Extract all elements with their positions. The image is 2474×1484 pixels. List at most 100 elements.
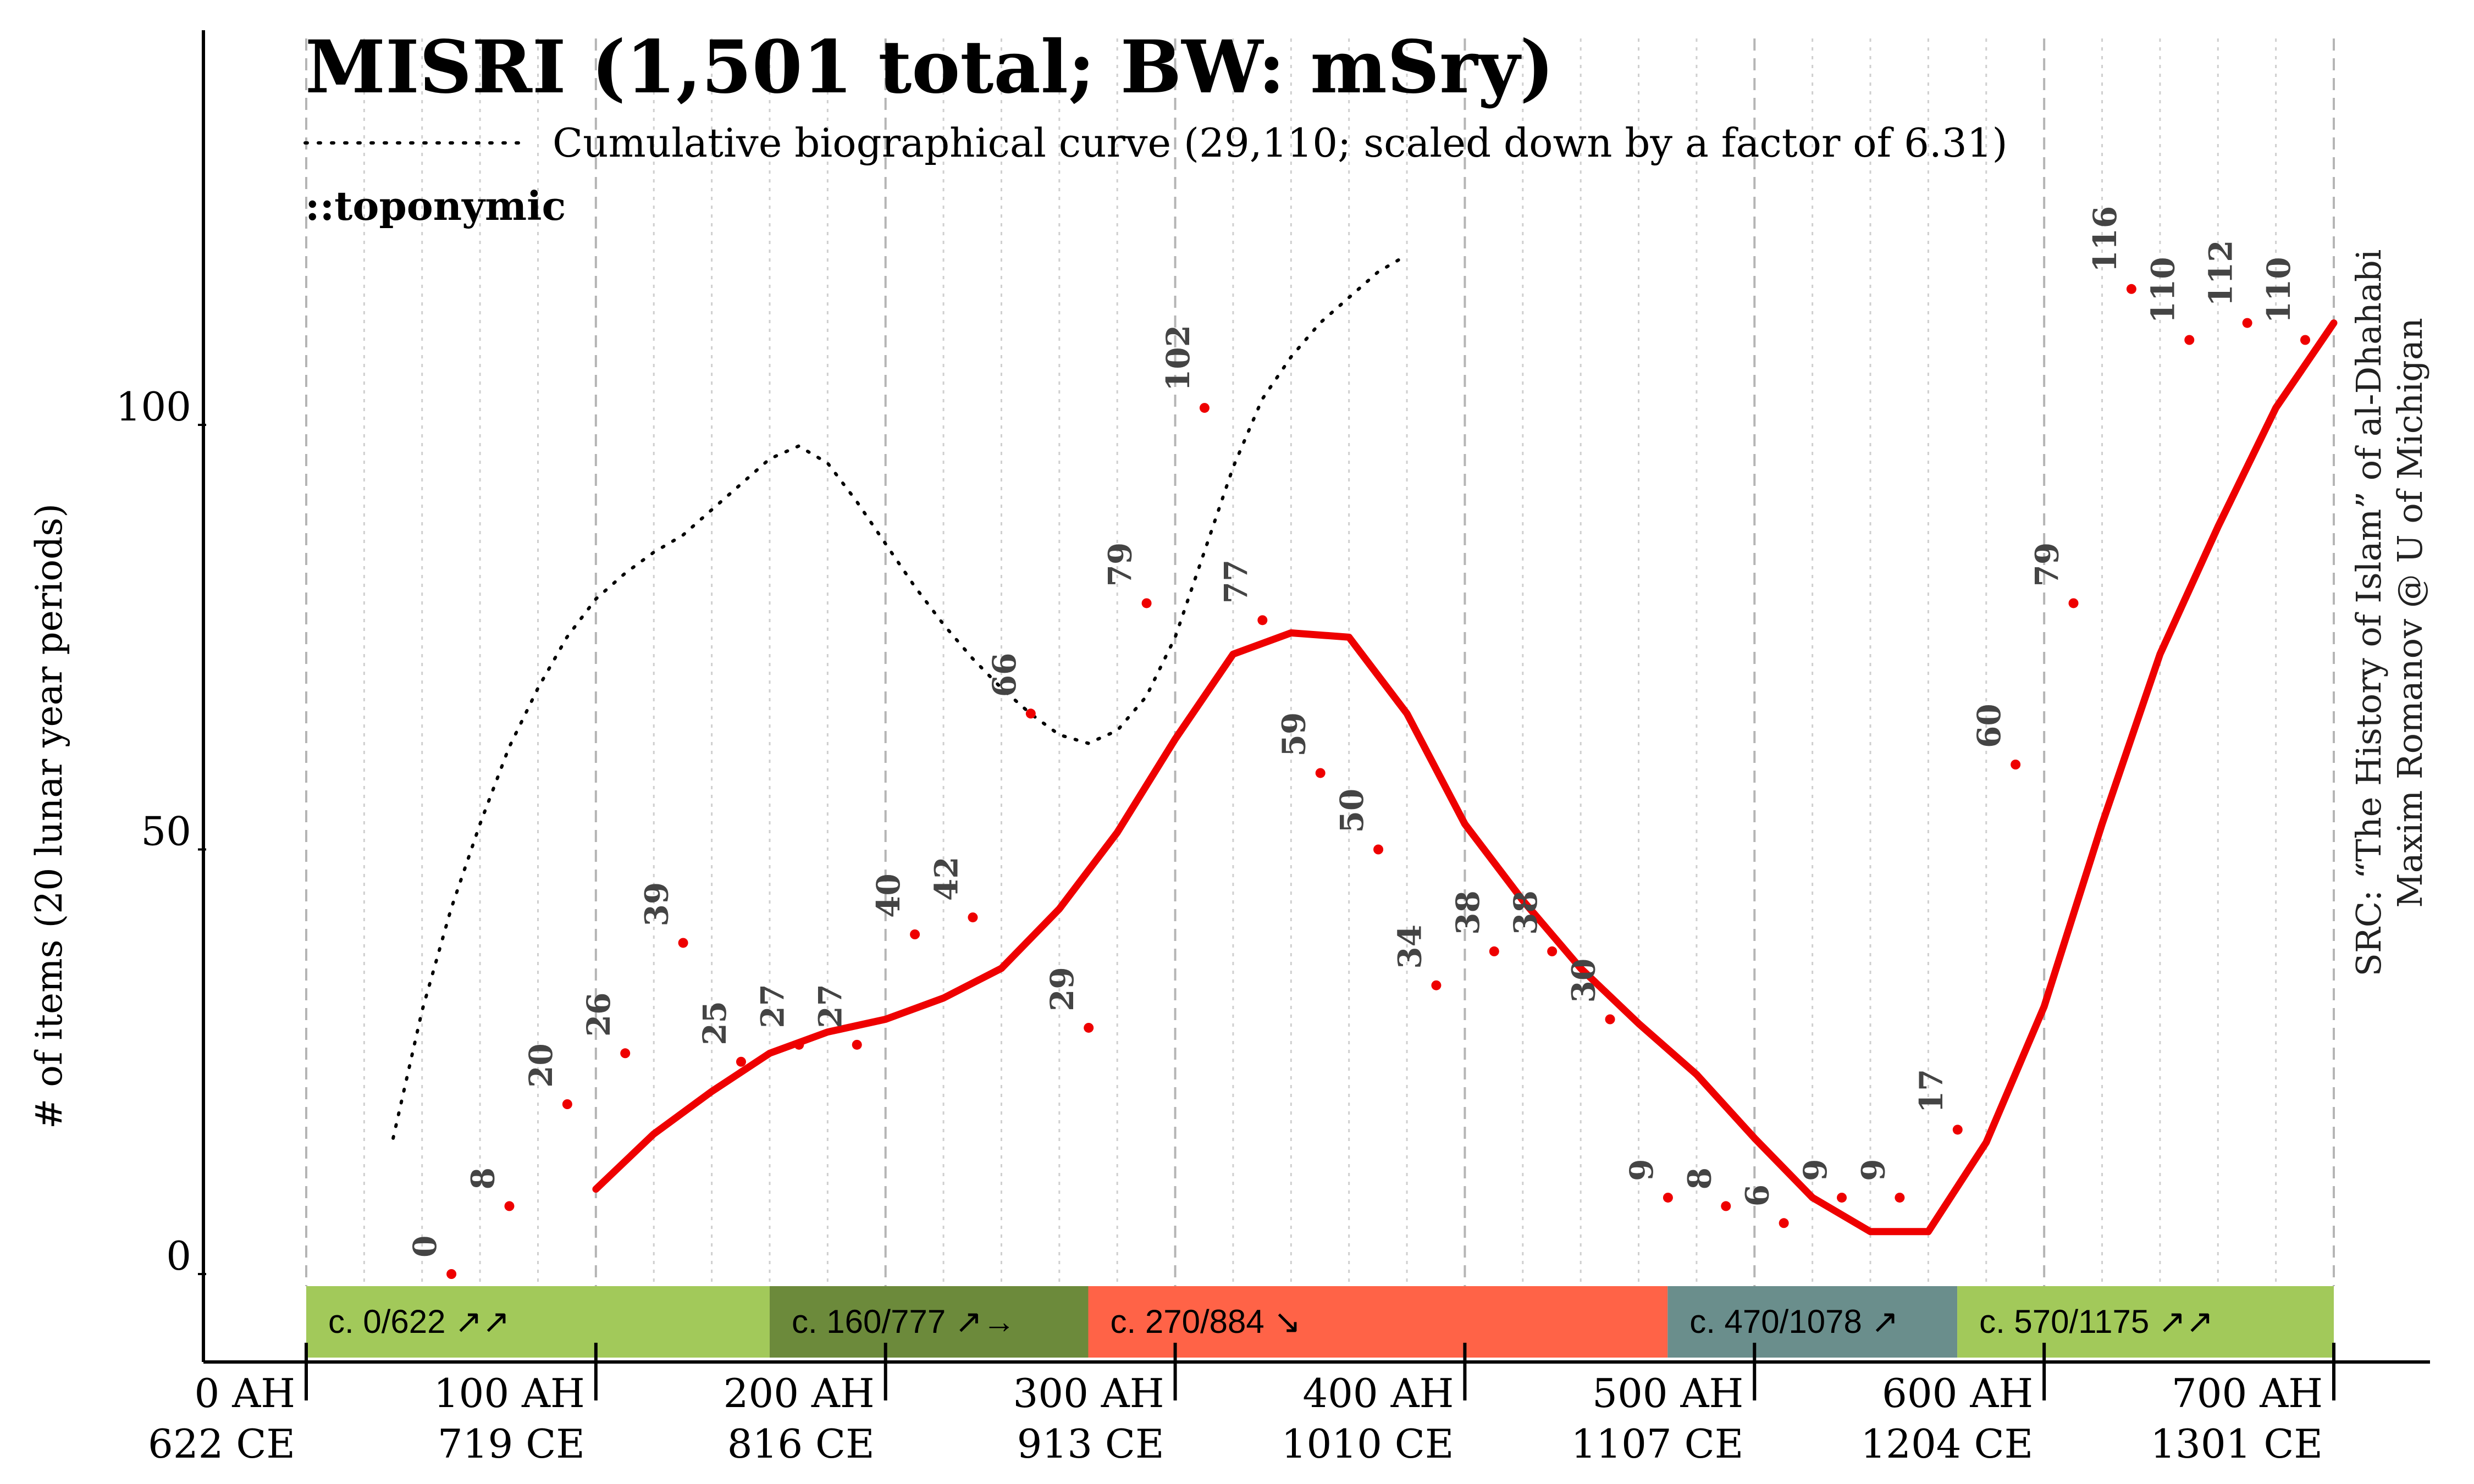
axes: 0 50 100 0 AH 622 CE 100 AH 719 CE 200 AH 816 CE… xyxy=(116,30,2430,1467)
data-label: 66 xyxy=(986,653,1023,697)
data-label: 29 xyxy=(1043,967,1081,1011)
x-tick-label-ah: 700 AH xyxy=(2172,1370,2323,1416)
x-tick-label-ah: 400 AH xyxy=(1302,1370,1454,1416)
data-point xyxy=(678,938,688,948)
period-band xyxy=(1667,1286,1958,1358)
y-axis-label: # of items (20 lunar year periods) xyxy=(28,503,70,1129)
grid-lines xyxy=(305,38,2335,1286)
data-label: 112 xyxy=(2202,240,2240,307)
x-tick-label-ah: 0 AH xyxy=(195,1370,295,1416)
legend-label: Cumulative biographical curve (29,110; s… xyxy=(553,120,2008,166)
data-point xyxy=(1779,1218,1789,1228)
data-label: 26 xyxy=(580,993,617,1037)
data-label: 8 xyxy=(1681,1167,1718,1189)
period-band xyxy=(769,1286,1089,1358)
period-band-label: c. 0/622 ↗↗ xyxy=(328,1303,510,1340)
data-point xyxy=(1431,980,1442,990)
data-label: 79 xyxy=(1102,542,1139,587)
x-tick-label-ce: 719 CE xyxy=(438,1421,585,1467)
period-band xyxy=(1957,1286,2334,1358)
data-label: 8 xyxy=(465,1167,502,1189)
source-line-2: Maxim Romanov @ U of Michigan xyxy=(2390,318,2430,908)
x-tick-label-ah: 200 AH xyxy=(724,1370,875,1416)
data-label: 27 xyxy=(754,984,791,1028)
data-point xyxy=(968,912,978,923)
data-label: 59 xyxy=(1275,712,1313,757)
data-point xyxy=(1547,946,1558,956)
data-label: 0 xyxy=(406,1236,444,1258)
period-band-label: c. 160/777 ↗→ xyxy=(792,1303,1015,1340)
period-band xyxy=(1088,1286,1668,1358)
data-label: 77 xyxy=(1217,560,1255,604)
point-labels-layer: 0 8 20 26 39 25 27 27 40 42 66 29 79 102 77 59 50 34 38 38 3… xyxy=(406,206,2298,1258)
period-bands: c. 0/622 ↗↗ c. 160/777 ↗→ c. 270/884 ↘ c. 4… xyxy=(306,1286,2334,1358)
data-point xyxy=(620,1048,631,1059)
data-point xyxy=(2011,760,2021,769)
period-band-label: c. 470/1078 ↗ xyxy=(1689,1303,1899,1340)
data-point xyxy=(1084,1022,1094,1033)
data-point xyxy=(1837,1192,1847,1203)
data-label: 38 xyxy=(1449,890,1487,935)
data-label: 9 xyxy=(1797,1159,1834,1181)
data-point xyxy=(1605,1014,1615,1025)
data-label: 50 xyxy=(1333,789,1371,833)
data-label: 34 xyxy=(1391,924,1428,969)
x-tick-label-ce: 816 CE xyxy=(727,1421,875,1467)
period-band-label: c. 570/1175 ↗↗ xyxy=(1979,1303,2213,1340)
data-point xyxy=(736,1056,746,1067)
cumulative-curve-layer xyxy=(391,253,1409,1140)
data-point xyxy=(562,1099,572,1109)
y-tick-label: 100 xyxy=(116,384,191,430)
source-line-1: SRC: “The History of Islam” of al-Dhahab… xyxy=(2349,250,2389,977)
data-point xyxy=(2300,335,2310,345)
data-point xyxy=(852,1039,862,1050)
x-tick-label-ah: 500 AH xyxy=(1592,1370,1743,1416)
data-label: 20 xyxy=(522,1043,560,1088)
data-label: 42 xyxy=(928,856,965,901)
data-label: 25 xyxy=(696,1001,733,1045)
data-point xyxy=(1257,615,1268,625)
data-point xyxy=(1141,598,1152,608)
chart-subtitle: ::toponymic xyxy=(305,182,566,229)
data-point xyxy=(1489,946,1499,956)
data-label: 116 xyxy=(2086,206,2124,273)
data-label: 38 xyxy=(1507,890,1544,935)
data-point xyxy=(2126,284,2136,294)
x-tick-label-ah: 100 AH xyxy=(434,1370,585,1416)
chart-title: MISRI (1,501 total; BW: mSry) xyxy=(305,25,1554,110)
data-point xyxy=(1952,1125,1963,1135)
x-tick-label-ah: 600 AH xyxy=(1882,1370,2033,1416)
data-label: 17 xyxy=(1913,1069,1950,1114)
data-label: 79 xyxy=(2029,542,2066,587)
smoothed-line-layer xyxy=(592,319,2338,1236)
data-point xyxy=(2242,318,2252,328)
y-tick-label: 0 xyxy=(166,1233,191,1279)
x-tick-label-ce: 1204 CE xyxy=(1860,1421,2033,1467)
period-band-label: c. 270/884 ↘ xyxy=(1111,1303,1301,1340)
data-point xyxy=(1721,1201,1731,1211)
x-tick-label-ah: 300 AH xyxy=(1013,1370,1164,1416)
x-tick-label-ce: 1301 CE xyxy=(2150,1421,2323,1467)
x-tick-label-ce: 1107 CE xyxy=(1571,1421,1744,1467)
data-point xyxy=(1315,768,1326,778)
data-point xyxy=(1025,708,1036,719)
data-label: 110 xyxy=(2144,257,2182,323)
data-label: 60 xyxy=(1970,704,2008,748)
data-label: 102 xyxy=(1159,325,1197,391)
data-point xyxy=(1895,1192,1905,1203)
data-label: 39 xyxy=(638,882,676,927)
data-label: 27 xyxy=(812,984,849,1028)
x-tick-label-ce: 622 CE xyxy=(148,1421,295,1467)
data-point xyxy=(910,929,920,939)
data-label: 110 xyxy=(2260,257,2298,323)
data-points-layer xyxy=(446,284,2310,1279)
data-label: 9 xyxy=(1854,1159,1892,1181)
data-point xyxy=(1663,1192,1673,1203)
data-point xyxy=(794,1039,804,1050)
smoothed-line xyxy=(592,319,2338,1236)
cumulative-curve xyxy=(391,253,1409,1140)
data-point xyxy=(2068,598,2079,608)
data-label: 9 xyxy=(1623,1159,1660,1181)
data-point xyxy=(446,1269,457,1279)
x-tick-label-ce: 913 CE xyxy=(1017,1421,1164,1467)
